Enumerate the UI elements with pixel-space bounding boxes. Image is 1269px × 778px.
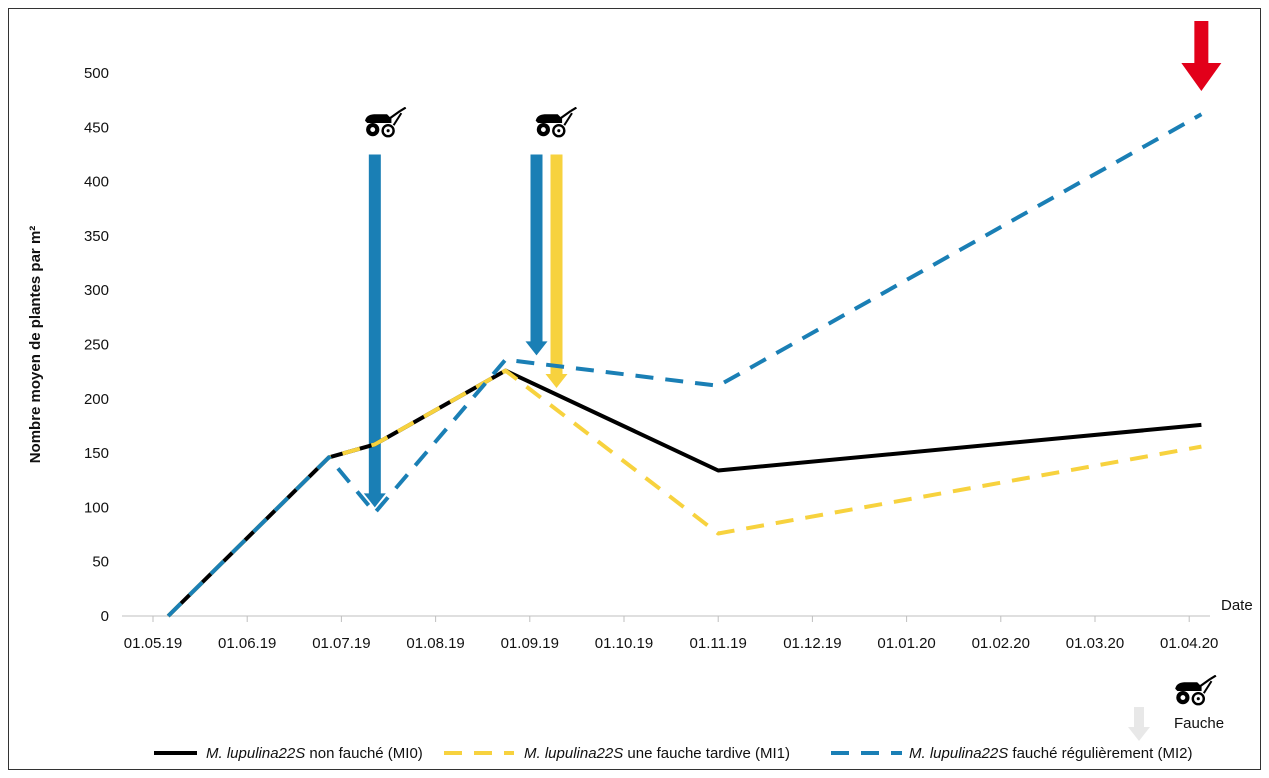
y-tick-label: 0 xyxy=(101,608,109,625)
legend-label-species: M. lupulina22S xyxy=(524,745,623,762)
legend-label: M. lupulina22S fauché régulièrement (MI2… xyxy=(909,745,1192,762)
y-tick-label: 250 xyxy=(84,337,109,354)
x-axis-title: Date xyxy=(1221,597,1253,614)
legend: M. lupulina22S non fauché (MI0) M. lupuli… xyxy=(154,745,1192,762)
legend-label: M. lupulina22S une fauche tardive (MI1) xyxy=(524,745,790,762)
legend-label-species: M. lupulina22S xyxy=(909,745,1008,762)
legend-label-species: M. lupulina22S xyxy=(206,745,305,762)
chart-frame: 0 50 100 150 200 250 300 350 400 450 500 01.05.19 01… xyxy=(8,8,1261,770)
mower-icon xyxy=(534,107,578,138)
axes: 0 50 100 150 200 250 300 350 400 450 500 01.05.19 01… xyxy=(84,65,1218,652)
legend-label-treatment: une fauche tardive (MI1) xyxy=(623,745,790,762)
mower-icon xyxy=(1173,675,1217,706)
fauche-arrow xyxy=(1128,707,1150,741)
x-tick-label: 01.08.19 xyxy=(406,635,464,652)
series-line-1 xyxy=(166,368,1202,618)
y-tick-label: 500 xyxy=(84,65,109,82)
mowing-arrow xyxy=(363,154,386,508)
y-tick-label: 300 xyxy=(84,282,109,299)
x-tick-label: 01.04.20 xyxy=(1160,635,1218,652)
line-chart: 0 50 100 150 200 250 300 350 400 450 500 01.05.19 01… xyxy=(27,21,1253,762)
end-red-arrow xyxy=(1181,21,1222,91)
series-line-0 xyxy=(166,368,1202,618)
x-tick-label: 01.09.19 xyxy=(501,635,559,652)
fauche-label: Fauche xyxy=(1174,715,1224,732)
legend-label: M. lupulina22S non fauché (MI0) xyxy=(206,745,423,762)
series-lines xyxy=(166,112,1203,618)
series-line-2 xyxy=(166,112,1203,618)
y-tick-label: 450 xyxy=(84,119,109,136)
x-tick-label: 01.02.20 xyxy=(972,635,1030,652)
y-tick-label: 400 xyxy=(84,174,109,191)
mowing-arrow xyxy=(525,154,548,356)
x-tick-label: 01.06.19 xyxy=(218,635,276,652)
y-tick-label: 100 xyxy=(84,499,109,516)
y-tick-label: 200 xyxy=(84,391,109,408)
x-tick-label: 01.12.19 xyxy=(783,635,841,652)
y-axis-title: Nombre moyen de plantes par m² xyxy=(27,226,44,464)
x-tick-label: 01.01.20 xyxy=(877,635,935,652)
mower-icons xyxy=(363,107,578,138)
y-tick-label: 150 xyxy=(84,445,109,462)
y-tick-label: 50 xyxy=(92,554,109,571)
fauche-annotation: Fauche xyxy=(1128,675,1224,741)
x-tick-label: 01.03.20 xyxy=(1066,635,1124,652)
legend-label-treatment: non fauché (MI0) xyxy=(305,745,423,762)
legend-label-treatment: fauché régulièrement (MI2) xyxy=(1008,745,1192,762)
mower-icon xyxy=(363,107,407,138)
x-tick-label: 01.11.19 xyxy=(690,635,747,652)
x-tick-label: 01.10.19 xyxy=(595,635,653,652)
x-tick-label: 01.05.19 xyxy=(124,635,182,652)
mowing-arrows xyxy=(363,21,1222,508)
x-tick-label: 01.07.19 xyxy=(312,635,370,652)
y-tick-label: 350 xyxy=(84,228,109,245)
mowing-arrow xyxy=(545,154,568,388)
